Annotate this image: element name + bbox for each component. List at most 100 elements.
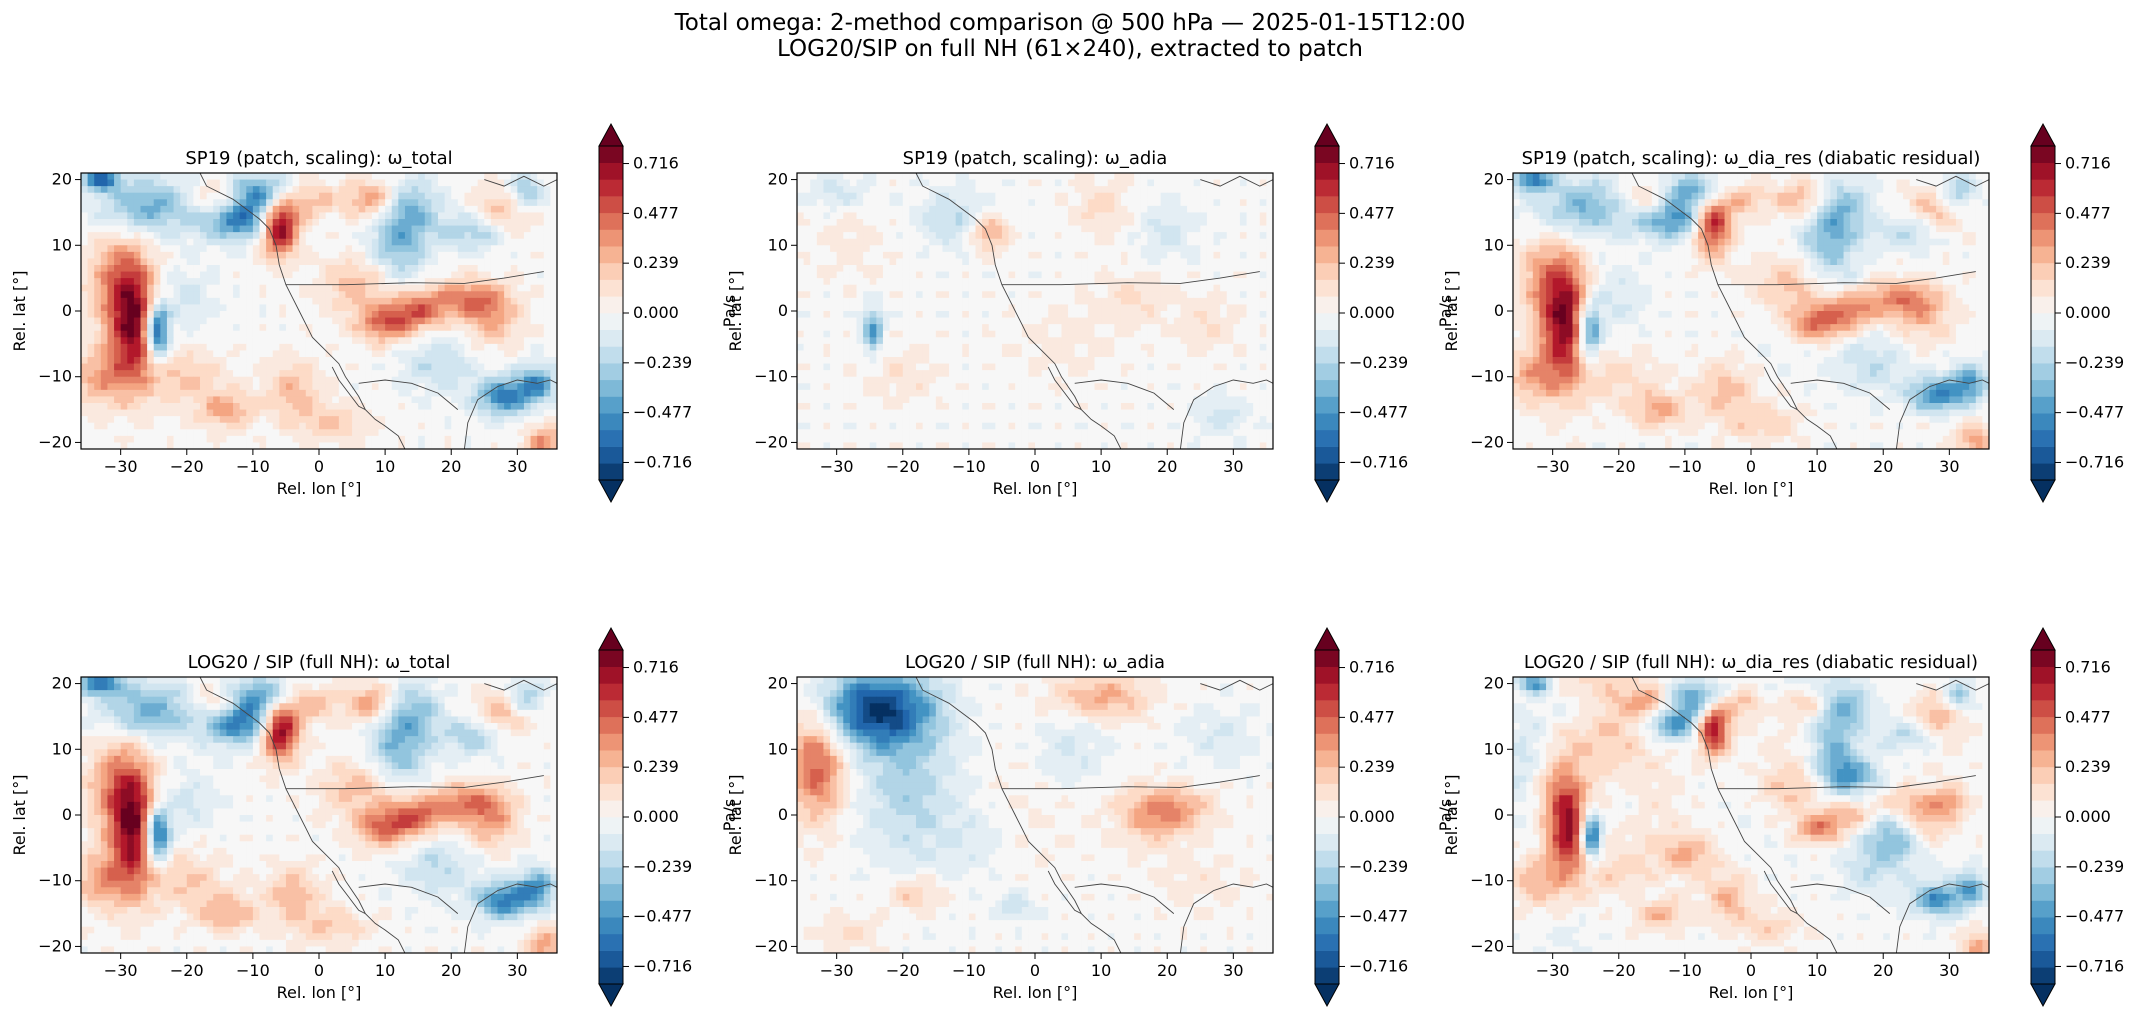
x-tick-label: −10 xyxy=(952,961,986,980)
colorbar-segment xyxy=(2031,683,2055,701)
colorbar-segment xyxy=(2031,446,2055,464)
colorbar-min-extend xyxy=(1314,983,1340,1008)
y-tick-label: 10 xyxy=(1484,739,1504,758)
y-tick-label: 0 xyxy=(1494,301,1504,320)
colorbar-label: Pa/s xyxy=(1436,799,1455,831)
colorbar-segment xyxy=(1315,162,1339,180)
y-tick-label: 0 xyxy=(62,805,72,824)
colorbar-tick-label: −0.716 xyxy=(2065,956,2124,975)
coastline xyxy=(484,175,557,187)
colorbar-tick-label: 0.000 xyxy=(1349,807,1395,826)
colorbar-tick-label: −0.716 xyxy=(633,956,692,975)
colorbar-segment xyxy=(599,346,623,364)
colorbar-segment xyxy=(2031,313,2055,330)
x-tick-label: −20 xyxy=(1602,961,1636,980)
coastline xyxy=(463,379,557,449)
x-tick-label: 30 xyxy=(1223,961,1243,980)
coastline xyxy=(1895,379,1989,449)
colorbar-segment xyxy=(1315,850,1339,868)
colorbar-segment xyxy=(1315,950,1339,968)
colorbar-segment xyxy=(2031,279,2055,297)
colorbar-segment xyxy=(599,867,623,885)
colorbar-segment xyxy=(599,783,623,801)
y-tick-label: 0 xyxy=(62,301,72,320)
x-tick-label: 10 xyxy=(375,961,395,980)
y-axis-label: Rel. lat [°] xyxy=(726,271,745,352)
colorbar-tick-label: 0.000 xyxy=(633,807,679,826)
colorbar-max-extend xyxy=(598,626,624,651)
colorbar-segment xyxy=(599,413,623,431)
x-axis-label: Rel. lon [°] xyxy=(993,983,1078,1002)
colorbar-tick-label: 0.477 xyxy=(2065,707,2111,726)
colorbar-segment xyxy=(599,833,623,851)
y-tick-label: 20 xyxy=(52,170,72,189)
colorbar-segment xyxy=(1315,883,1339,901)
colorbar-tick-label: −0.477 xyxy=(1349,907,1408,926)
colorbar-segment xyxy=(599,650,623,667)
coastline xyxy=(1790,883,1891,914)
colorbar-tick-label: 0.477 xyxy=(2065,203,2111,222)
colorbar-max-extend xyxy=(2030,122,2056,147)
y-tick-label: 20 xyxy=(768,674,788,693)
coastline xyxy=(1001,271,1260,286)
x-tick-label: −10 xyxy=(952,457,986,476)
colorbar-segment xyxy=(599,933,623,951)
colorbar-segment xyxy=(1315,246,1339,264)
colorbar-min-extend xyxy=(2030,983,2056,1008)
colorbar-segment xyxy=(599,279,623,297)
colorbar-segment xyxy=(1315,313,1339,330)
colorbar-segment xyxy=(1315,429,1339,447)
coastline xyxy=(1631,173,1838,449)
x-tick-label: −30 xyxy=(1536,961,1570,980)
colorbar-tick-label: −0.716 xyxy=(2065,452,2124,471)
x-tick-label: −10 xyxy=(236,961,270,980)
colorbar-tick-label: 0.239 xyxy=(1349,253,1395,272)
x-tick-label: −10 xyxy=(1668,457,1702,476)
colorbar-tick-label: 0.239 xyxy=(2065,757,2111,776)
colorbar-segment xyxy=(2031,463,2055,481)
colorbar-segment xyxy=(599,700,623,718)
coastline xyxy=(285,775,544,790)
coastline xyxy=(1047,366,1082,411)
colorbar-segment xyxy=(1315,229,1339,247)
coastline xyxy=(358,883,459,914)
coastline xyxy=(1200,679,1273,691)
colorbar-segment xyxy=(1315,413,1339,431)
colorbar-segment xyxy=(1315,346,1339,364)
y-tick-label: −10 xyxy=(38,367,72,386)
colorbar-tick-label: −0.716 xyxy=(633,452,692,471)
x-tick-label: 20 xyxy=(1157,457,1177,476)
y-tick-label: −10 xyxy=(1470,367,1504,386)
colorbar-segment xyxy=(599,967,623,985)
colorbar-segment xyxy=(2031,296,2055,314)
colorbar-segment xyxy=(1315,833,1339,851)
x-tick-label: 0 xyxy=(1030,961,1040,980)
colorbar-tick-label: 0.000 xyxy=(2065,303,2111,322)
x-tick-label: −20 xyxy=(170,961,204,980)
colorbar-segment xyxy=(2031,783,2055,801)
colorbar-max-extend xyxy=(598,122,624,147)
coastline xyxy=(1916,679,1989,691)
coastline xyxy=(1717,775,1976,790)
colorbar-segment xyxy=(1315,716,1339,734)
coastline xyxy=(1763,870,1798,915)
colorbar-tick-label: 0.716 xyxy=(633,154,679,173)
colorbar-segment xyxy=(2031,413,2055,431)
colorbar-segment xyxy=(2031,429,2055,447)
colorbar-segment xyxy=(599,379,623,397)
colorbar-segment xyxy=(1315,146,1339,163)
panel-3: SP19 (patch, scaling): ω_dia_res (diabat… xyxy=(1442,122,2124,504)
panel-title: SP19 (patch, scaling): ω_total xyxy=(185,148,452,169)
colorbar-label: Pa/s xyxy=(720,295,739,327)
colorbar-segment xyxy=(599,766,623,784)
coastline xyxy=(484,679,557,691)
y-tick-label: 20 xyxy=(52,674,72,693)
colorbar-segment xyxy=(599,850,623,868)
coastline xyxy=(358,379,459,410)
colorbar-max-extend xyxy=(1314,626,1340,651)
colorbar-segment xyxy=(599,950,623,968)
colorbar-segment xyxy=(2031,917,2055,935)
x-tick-label: 0 xyxy=(314,961,324,980)
panel-title: LOG20 / SIP (full NH): ω_adia xyxy=(905,652,1165,673)
colorbar-segment xyxy=(1315,262,1339,280)
